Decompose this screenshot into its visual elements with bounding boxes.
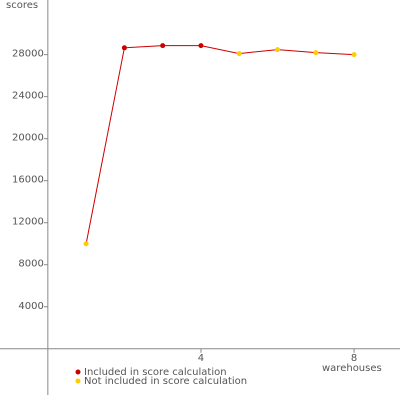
y-tick-label: 28000 bbox=[12, 49, 44, 60]
point bbox=[313, 50, 319, 56]
y-tick-label: 4000 bbox=[18, 301, 43, 312]
y-tick-label: 8000 bbox=[18, 259, 43, 270]
x-axis-label: warehouses bbox=[322, 363, 382, 374]
point bbox=[351, 52, 357, 58]
y-tick-label: 16000 bbox=[12, 175, 44, 186]
legend-label: Included in score calculation bbox=[84, 367, 227, 378]
legend-marker bbox=[75, 369, 81, 375]
y-axis-label: scores bbox=[6, 0, 38, 11]
point bbox=[236, 51, 242, 57]
point bbox=[121, 45, 127, 51]
y-tick-label: 12000 bbox=[12, 217, 44, 228]
point bbox=[198, 43, 204, 49]
y-tick-label: 20000 bbox=[12, 133, 44, 144]
point bbox=[275, 47, 281, 53]
y-tick-label: 24000 bbox=[12, 91, 44, 102]
point bbox=[160, 43, 166, 49]
legend-marker bbox=[75, 378, 81, 384]
x-tick-label: 8 bbox=[351, 353, 357, 364]
x-tick-label: 4 bbox=[198, 353, 204, 364]
point bbox=[83, 241, 89, 247]
line bbox=[85, 45, 355, 244]
legend-label: Not included in score calculation bbox=[84, 376, 247, 387]
